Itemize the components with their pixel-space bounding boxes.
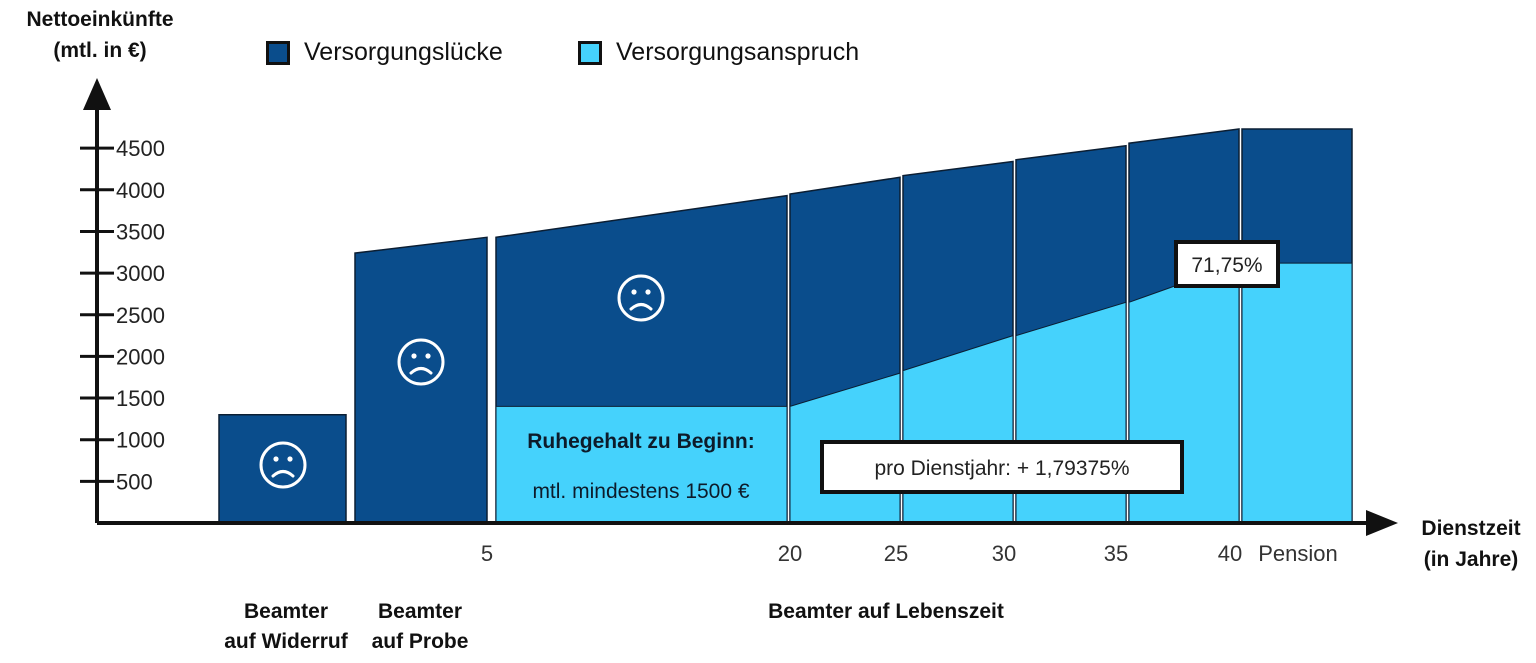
sad-face-eye-left (631, 289, 637, 295)
sad-face-outline (259, 441, 307, 489)
category-label-probe-line-2: auf Probe (371, 630, 469, 653)
y-axis-arrow-icon (83, 78, 111, 110)
x-tick-label: 5 (481, 541, 493, 566)
sad-face-icon (397, 338, 445, 386)
y-tick-label: 500 (116, 469, 153, 494)
sad-face-eye-left (411, 353, 417, 359)
y-tick-label: 1500 (116, 386, 165, 411)
legend-swatch-entitlement (578, 40, 602, 65)
category-label-widerruf: Beamter auf Widerruf (196, 597, 376, 657)
category-label-lebenszeit-line-1: Beamter auf Lebenszeit (768, 600, 1004, 623)
x-tick-label: 30 (992, 541, 1016, 566)
x-axis-arrow-icon (1366, 510, 1398, 536)
entitlement-area-8 (1241, 262, 1353, 524)
gap-area-2 (354, 236, 488, 524)
category-label-lebenszeit: Beamter auf Lebenszeit (686, 597, 1086, 627)
sad-face-outline (617, 274, 665, 322)
y-axis-title: Nettoeinkünfte (mtl. in €) (0, 4, 200, 66)
increment-label: pro Dienstjahr: + 1,79375% (874, 457, 1129, 480)
sad-face-mouth (409, 367, 433, 375)
y-tick-label: 3500 (116, 219, 165, 244)
category-label-probe: Beamter auf Probe (340, 597, 500, 657)
category-label-widerruf-line-2: auf Widerruf (224, 630, 348, 653)
x-axis-title-line-2: (in Jahre) (1423, 548, 1519, 571)
y-axis-title-line-1: Nettoeinkünfte (26, 8, 174, 31)
sad-face-eye-left (273, 456, 279, 462)
legend-item-gap: Versorgungslücke (266, 38, 503, 67)
y-axis-title-line-2: (mtl. in €) (53, 39, 147, 62)
category-label-probe-line-1: Beamter (377, 600, 463, 623)
category-label-widerruf-line-1: Beamter (243, 600, 329, 623)
y-tick-label: 4500 (116, 136, 165, 161)
sad-face-eye-right (645, 289, 651, 295)
x-axis-title-line-1: Dienstzeit (1421, 517, 1521, 540)
y-tick-label: 1000 (116, 428, 165, 453)
legend-swatch-gap (266, 40, 290, 65)
x-tick-label: 25 (884, 541, 908, 566)
sad-face-mouth (629, 303, 653, 311)
y-tick-label: 2500 (116, 303, 165, 328)
start-box-text: mtl. mindestens 1500 € (532, 480, 749, 503)
sad-face-eye-right (287, 456, 293, 462)
x-tick-label: Pension (1258, 541, 1338, 566)
sad-face-mouth (271, 470, 295, 478)
gap-area-1 (218, 413, 347, 524)
entitlement-area-3 (495, 405, 788, 524)
max-label-box (1174, 240, 1280, 288)
legend-label-gap: Versorgungslücke (304, 38, 503, 66)
start-box-title: Ruhegehalt zu Beginn: (527, 430, 755, 453)
x-axis-title: Dienstzeit (in Jahre) (1406, 513, 1536, 575)
sad-face-icon (617, 274, 665, 322)
x-tick-label: 40 (1218, 541, 1242, 566)
sad-face-eye-right (425, 353, 431, 359)
max-label: 71,75% (1191, 254, 1262, 277)
increment-label-box (820, 440, 1184, 494)
y-tick-label: 3000 (116, 261, 165, 286)
y-tick-label: 2000 (116, 344, 165, 369)
legend-item-entitlement: Versorgungsanspruch (578, 38, 859, 67)
x-tick-label: 35 (1104, 541, 1128, 566)
sad-face-icon (259, 441, 307, 489)
x-tick-label: 20 (778, 541, 802, 566)
y-tick-label: 4000 (116, 178, 165, 203)
legend-label-entitlement: Versorgungsanspruch (616, 38, 860, 66)
sad-face-outline (397, 338, 445, 386)
